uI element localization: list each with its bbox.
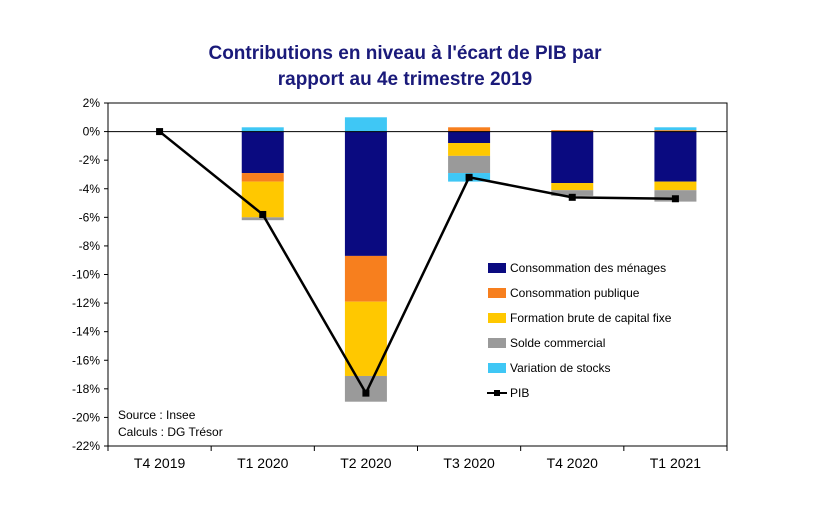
bar-segment (344, 255, 387, 302)
pib-point (568, 193, 576, 201)
chart-title-line1: Contributions en niveau à l'écart de PIB… (208, 43, 602, 64)
y-tick-label: -20% (72, 410, 100, 424)
legend: Consommation des ménages Consommation pub… (480, 254, 694, 406)
y-tick-label: 2% (83, 96, 101, 110)
pib-point (259, 210, 267, 218)
y-tick-label: -22% (72, 439, 100, 453)
x-tick-label: T1 2021 (650, 455, 702, 471)
bar-segment (448, 127, 491, 132)
legend-line-marker (494, 390, 500, 396)
legend-swatch (488, 363, 506, 373)
y-tick-label: -8% (79, 239, 101, 253)
bar-segment (448, 143, 491, 156)
legend-label: Variation de stocks (510, 361, 611, 375)
bar-segment (551, 130, 594, 132)
bar-segment (654, 127, 697, 131)
bar-segment (241, 217, 284, 221)
bar-segment (241, 131, 284, 174)
pib-point (671, 195, 679, 203)
bar-segment (551, 131, 594, 184)
x-tick-label: T3 2020 (443, 455, 495, 471)
bar-segment (448, 155, 491, 174)
y-tick-label: -6% (79, 210, 101, 224)
legend-label: Formation brute de capital fixe (510, 311, 672, 325)
legend-swatch (488, 313, 506, 323)
chart-title-line2: rapport au 4e trimestre 2019 (278, 69, 533, 90)
x-tick-label: T1 2020 (237, 455, 289, 471)
legend-box (480, 254, 694, 406)
bar-segment (241, 173, 284, 182)
pib-line-layer (156, 128, 679, 397)
legend-label: Consommation publique (510, 286, 640, 300)
bar-segment (344, 375, 387, 402)
bars-layer (241, 117, 697, 402)
bar-segment (344, 131, 387, 256)
y-tick-label: -12% (72, 296, 100, 310)
x-tick-label: T4 2019 (134, 455, 186, 471)
legend-swatch (488, 263, 506, 273)
legend-label: Consommation des ménages (510, 261, 666, 275)
bar-segment (241, 127, 284, 132)
y-tick-label: -10% (72, 268, 100, 282)
pib-point (465, 173, 473, 181)
y-axis-ticks: 2% 0% -2% -4% -6% -8% -10% -12% -14% -16% -18% -20%… (72, 96, 108, 453)
legend-swatch (488, 338, 506, 348)
pib-line (158, 130, 676, 396)
y-tick-label: -14% (72, 325, 100, 339)
calculs-note: Calculs : DG Trésor (118, 425, 223, 439)
bar-segment (654, 131, 697, 182)
y-tick-label: -18% (72, 382, 100, 396)
legend-label: Solde commercial (510, 336, 605, 350)
bar-segment (344, 117, 387, 132)
legend-label: PIB (510, 386, 529, 400)
bar-segment (654, 181, 697, 191)
y-tick-label: -2% (79, 153, 101, 167)
x-tick-label: T4 2020 (547, 455, 599, 471)
bar-segment (551, 190, 594, 196)
x-tick-label: T2 2020 (340, 455, 392, 471)
bar-segment (448, 131, 491, 144)
x-axis-ticks: T4 2019 T1 2020 T2 2020 T3 2020 T4 2020 T1 20… (107, 446, 728, 471)
pib-point (362, 389, 370, 397)
legend-swatch (488, 288, 506, 298)
pib-point (156, 128, 164, 136)
source-note: Source : Insee (118, 408, 196, 422)
bar-segment (654, 130, 697, 132)
y-tick-label: 0% (83, 125, 101, 139)
y-tick-label: -4% (79, 182, 101, 196)
bar-segment (551, 183, 594, 191)
y-tick-label: -16% (72, 353, 100, 367)
